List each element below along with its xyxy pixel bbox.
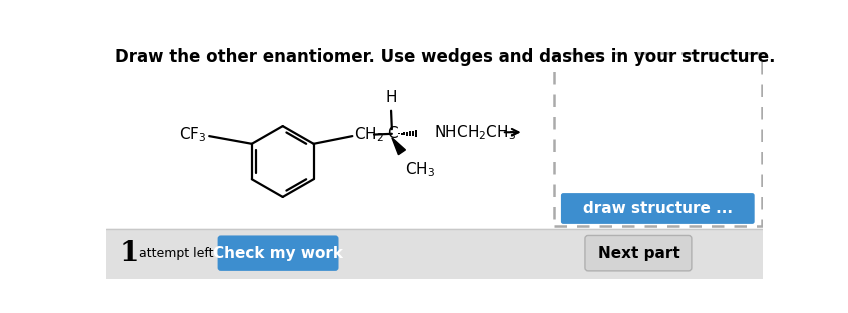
- Text: CH$_3$: CH$_3$: [405, 160, 435, 179]
- FancyBboxPatch shape: [218, 235, 338, 271]
- Text: NHCH$_2$CH$_3$: NHCH$_2$CH$_3$: [433, 123, 516, 141]
- Text: attempt left: attempt left: [138, 247, 213, 260]
- Text: H: H: [385, 90, 397, 105]
- Text: Check my work: Check my work: [213, 246, 343, 261]
- Text: C: C: [388, 126, 398, 141]
- Text: CF$_3$: CF$_3$: [179, 125, 206, 144]
- FancyBboxPatch shape: [561, 193, 755, 224]
- FancyBboxPatch shape: [585, 235, 692, 271]
- Text: 1: 1: [120, 240, 139, 267]
- Bar: [554, 53, 762, 226]
- Text: CH$_2$: CH$_2$: [354, 125, 384, 144]
- Bar: [106, 228, 763, 279]
- Text: Draw the other enantiomer. Use wedges and dashes in your structure.: Draw the other enantiomer. Use wedges an…: [115, 48, 776, 65]
- Text: Next part: Next part: [598, 246, 679, 261]
- Text: draw structure ...: draw structure ...: [583, 201, 733, 216]
- Polygon shape: [392, 138, 405, 155]
